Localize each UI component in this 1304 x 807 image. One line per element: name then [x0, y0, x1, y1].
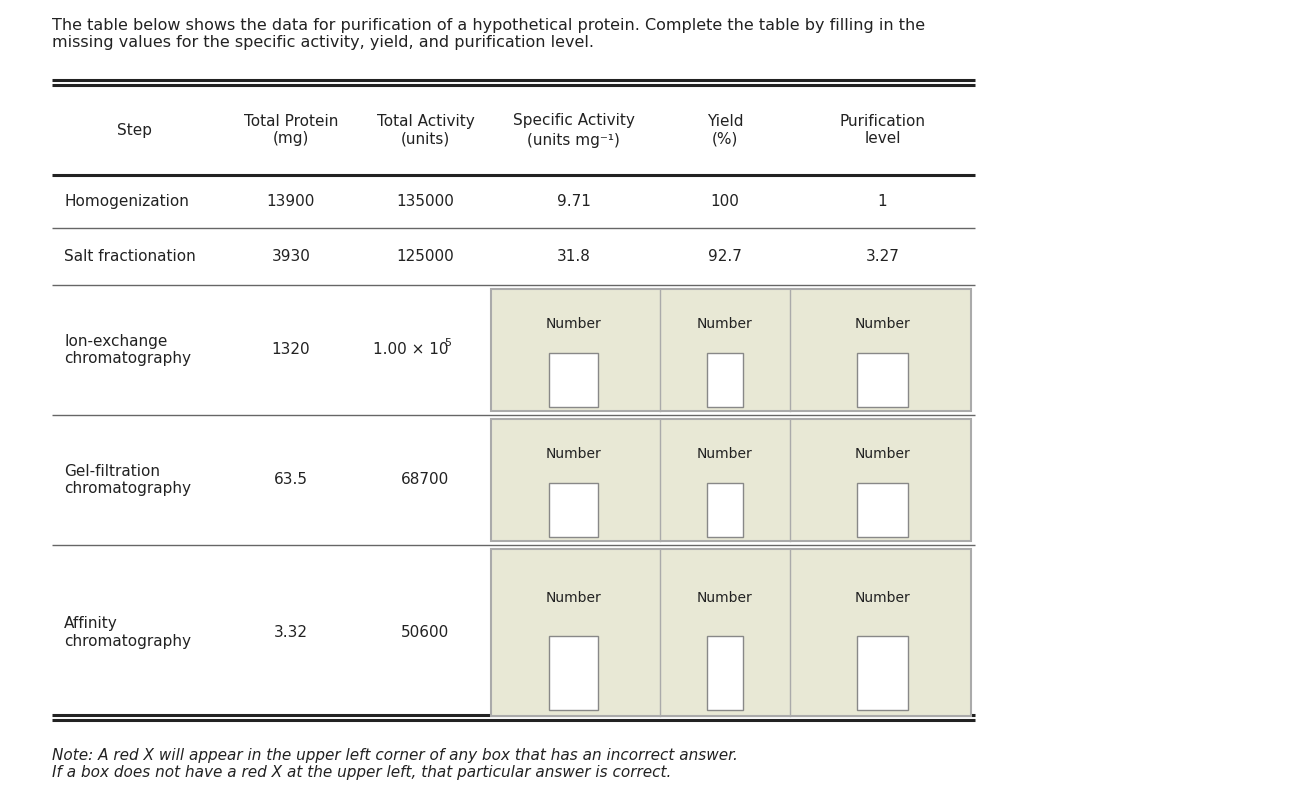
Text: 1: 1 [878, 194, 887, 209]
Bar [857, 636, 909, 709]
Text: Number: Number [545, 591, 601, 604]
Text: 135000: 135000 [396, 194, 454, 209]
Text: The table below shows the data for purification of a hypothetical protein. Compl: The table below shows the data for purif… [52, 18, 925, 50]
Bar [857, 353, 909, 408]
Text: Number: Number [854, 591, 910, 604]
Text: Number: Number [698, 591, 752, 604]
Bar [707, 483, 743, 537]
Text: 9.71: 9.71 [557, 194, 591, 209]
Text: 13900: 13900 [267, 194, 316, 209]
Bar [492, 419, 971, 541]
Text: Ion-exchange
chromatography: Ion-exchange chromatography [64, 334, 190, 366]
Text: (units mg⁻¹): (units mg⁻¹) [527, 132, 619, 148]
Text: Total Protein
(mg): Total Protein (mg) [244, 114, 338, 146]
Text: 92.7: 92.7 [708, 249, 742, 264]
Text: Purification
level: Purification level [840, 114, 926, 146]
Bar [857, 483, 909, 537]
Text: Specific Activity: Specific Activity [512, 112, 635, 128]
Text: Number: Number [698, 447, 752, 461]
Text: 3.32: 3.32 [274, 625, 308, 640]
Bar [549, 353, 597, 408]
Text: 50600: 50600 [402, 625, 450, 640]
Bar [492, 549, 971, 716]
Text: 63.5: 63.5 [274, 473, 308, 487]
Text: 3.27: 3.27 [866, 249, 900, 264]
Text: Total Activity
(units): Total Activity (units) [377, 114, 475, 146]
Text: Note: A red X will appear in the upper left corner of any box that has an incorr: Note: A red X will appear in the upper l… [52, 748, 738, 780]
Text: 5: 5 [443, 338, 451, 348]
Text: 125000: 125000 [396, 249, 454, 264]
Text: 100: 100 [711, 194, 739, 209]
Text: Affinity
chromatography: Affinity chromatography [64, 617, 190, 649]
Text: 3930: 3930 [271, 249, 310, 264]
Bar [707, 353, 743, 408]
Text: 68700: 68700 [402, 473, 450, 487]
Text: Number: Number [854, 447, 910, 461]
Text: Gel-filtration
chromatography: Gel-filtration chromatography [64, 464, 190, 496]
Text: Number: Number [854, 317, 910, 331]
Text: Homogenization: Homogenization [64, 194, 189, 209]
Text: Number: Number [698, 317, 752, 331]
Bar [549, 483, 597, 537]
Text: 31.8: 31.8 [557, 249, 591, 264]
Bar [549, 636, 597, 709]
Text: Number: Number [545, 447, 601, 461]
Text: Salt fractionation: Salt fractionation [64, 249, 196, 264]
Text: 1320: 1320 [271, 342, 310, 358]
Bar [492, 289, 971, 411]
Text: 1.00 × 10: 1.00 × 10 [373, 342, 449, 358]
Text: Number: Number [545, 317, 601, 331]
Text: Yield
(%): Yield (%) [707, 114, 743, 146]
Text: Step: Step [117, 123, 153, 137]
Bar [707, 636, 743, 709]
